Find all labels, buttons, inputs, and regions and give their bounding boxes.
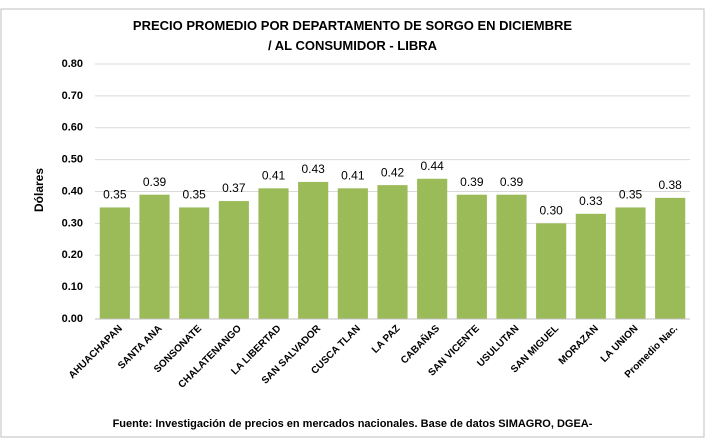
bar xyxy=(99,207,130,319)
value-label: 0.33 xyxy=(579,194,603,208)
value-label: 0.30 xyxy=(539,204,563,218)
bar xyxy=(179,207,210,319)
y-tick-label: 0.20 xyxy=(62,249,83,261)
x-tick-label: LA PAZ xyxy=(370,323,403,356)
value-label: 0.44 xyxy=(420,159,444,173)
x-tick-label: AHUACHAPAN xyxy=(67,323,125,381)
x-tick-label: CABAÑAS xyxy=(398,322,443,367)
chart-border xyxy=(0,8,705,438)
value-label: 0.35 xyxy=(619,188,643,202)
value-label: 0.41 xyxy=(341,168,365,182)
source-note: Fuente: Investigación de precios en merc… xyxy=(112,418,593,430)
value-label: 0.38 xyxy=(658,178,682,192)
y-tick-label: 0.30 xyxy=(62,217,83,229)
value-label: 0.35 xyxy=(103,188,127,202)
y-tick-label: 0.60 xyxy=(62,122,83,134)
value-label: 0.41 xyxy=(262,168,286,182)
y-tick-label: 0.70 xyxy=(62,90,83,102)
bar xyxy=(655,197,686,319)
value-label: 0.39 xyxy=(460,175,484,189)
bar xyxy=(496,194,527,319)
bar xyxy=(377,185,408,319)
bar xyxy=(258,188,289,319)
bar xyxy=(337,188,368,319)
value-label: 0.39 xyxy=(143,175,167,189)
y-tick-label: 0.40 xyxy=(62,185,83,197)
bar xyxy=(615,207,646,319)
value-label: 0.37 xyxy=(222,181,246,195)
bar xyxy=(298,181,329,319)
y-tick-label: 0.10 xyxy=(62,281,83,293)
y-tick-label: 0.00 xyxy=(62,313,83,325)
value-label: 0.39 xyxy=(500,175,524,189)
x-tick-label: MORAZAN xyxy=(557,323,601,367)
y-tick-label: 0.80 xyxy=(62,58,83,70)
y-axis-label: Dólares xyxy=(32,168,46,212)
bar xyxy=(417,178,448,319)
bar xyxy=(575,213,606,319)
bar xyxy=(218,201,249,319)
y-tick-label: 0.50 xyxy=(62,154,83,166)
value-label: 0.35 xyxy=(182,188,206,202)
bar xyxy=(456,194,487,319)
value-label: 0.42 xyxy=(381,165,405,179)
bar xyxy=(536,223,567,319)
value-label: 0.43 xyxy=(301,162,325,176)
x-tick-label: LA UNION xyxy=(599,323,641,365)
bar xyxy=(139,194,170,319)
chart-title: PRECIO PROMEDIO POR DEPARTAMENTO DE SORG… xyxy=(132,18,573,53)
